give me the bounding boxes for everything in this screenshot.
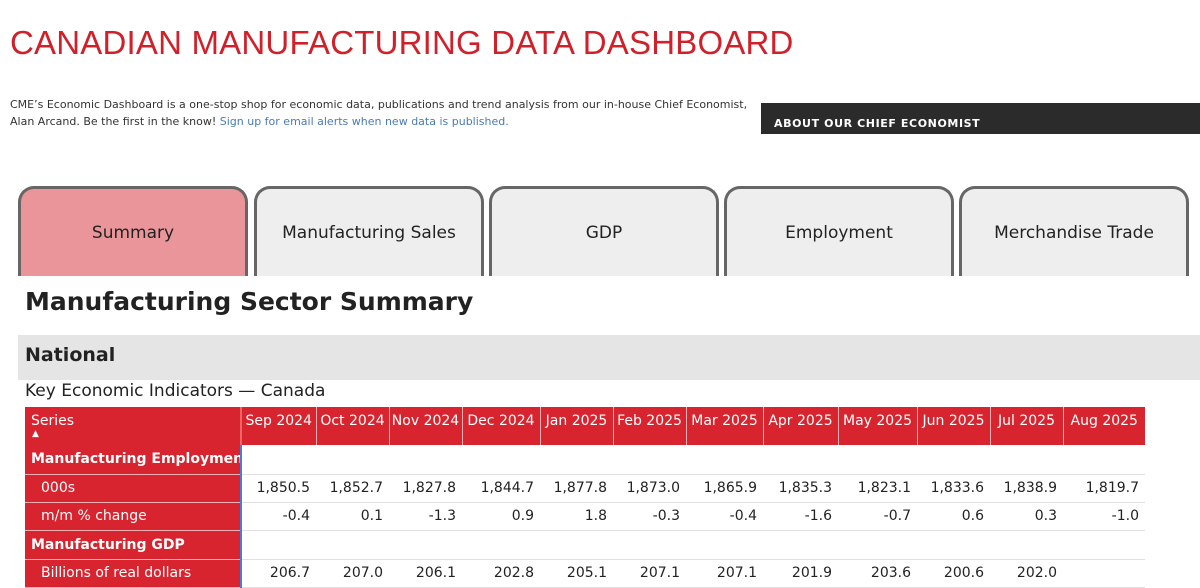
month-column-header[interactable]: Dec 2024 (462, 407, 541, 445)
series-label: m/m % change (25, 502, 242, 531)
table-caption: Key Economic Indicators — Canada (25, 381, 326, 401)
intro-text: CME’s Economic Dashboard is a one-stop s… (10, 96, 750, 130)
table-cell: 1,819.7 (1063, 474, 1145, 503)
region-header: National (18, 335, 1200, 380)
table-cell: 1,827.8 (389, 474, 462, 503)
month-column-header[interactable]: May 2025 (838, 407, 918, 445)
table-row: 000s 1,850.5 1,852.7 1,827.8 1,844.7 1,877.8 1… (25, 474, 1145, 503)
month-column-header[interactable]: Jun 2025 (917, 407, 991, 445)
group-label: Manufacturing Employment (25, 445, 242, 475)
month-column-header[interactable]: Sep 2024 (241, 407, 317, 445)
table-cell: 0.9 (462, 502, 540, 531)
table-header-row: Series ▲ Sep 2024 Oct 2024 Nov 2024 Dec 202… (25, 407, 1145, 445)
table-cell: 203.6 (838, 559, 917, 588)
tab-employment[interactable]: Employment (724, 186, 954, 276)
table-cell: -1.0 (1063, 502, 1145, 531)
table-cell: 1.8 (540, 502, 613, 531)
table-cell: -0.3 (613, 502, 686, 531)
table-cell (1063, 559, 1145, 588)
tab-summary[interactable]: Summary (18, 186, 248, 276)
group-label: Manufacturing GDP (25, 530, 242, 560)
table-cell: 206.1 (389, 559, 462, 588)
table-cell: 1,835.3 (763, 474, 838, 503)
sort-ascending-icon[interactable]: ▲ (32, 429, 39, 439)
series-label: Billions of real dollars (25, 559, 242, 588)
tab-label: Manufacturing Sales (282, 222, 456, 243)
table-cell: 202.0 (990, 559, 1063, 588)
table-cell: 1,823.1 (838, 474, 917, 503)
table-cell: -0.4 (686, 502, 763, 531)
table-group-row: Manufacturing GDP (25, 530, 1145, 560)
intro-body: CME’s Economic Dashboard is a one-stop s… (10, 98, 748, 128)
month-column-header[interactable]: Aug 2025 (1063, 407, 1145, 445)
tab-label: Summary (91, 222, 175, 243)
tab-label: Employment (785, 222, 893, 243)
tab-label: GDP (585, 222, 623, 243)
table-group-row: Manufacturing Employment (25, 445, 1145, 475)
month-column-header[interactable]: Apr 2025 (763, 407, 839, 445)
page-title: CANADIAN MANUFACTURING DATA DASHBOARD (10, 24, 794, 61)
section-title: Manufacturing Sector Summary (25, 287, 474, 316)
tab-gdp[interactable]: GDP (489, 186, 719, 276)
table-cell: -0.7 (838, 502, 917, 531)
tab-merchandise-trade[interactable]: Merchandise Trade (959, 186, 1189, 276)
table-cell: 0.1 (316, 502, 389, 531)
series-column-header[interactable]: Series ▲ (25, 407, 242, 445)
table-cell: 207.1 (613, 559, 686, 588)
table-cell: 207.0 (316, 559, 389, 588)
region-label: National (25, 344, 116, 366)
table-cell: 1,852.7 (316, 474, 389, 503)
table-cell: 201.9 (763, 559, 838, 588)
table-cell: 1,873.0 (613, 474, 686, 503)
group-spacer (241, 445, 1145, 475)
month-column-header[interactable]: Oct 2024 (316, 407, 390, 445)
group-spacer (241, 530, 1145, 560)
table-cell: 1,838.9 (990, 474, 1063, 503)
email-alerts-signup-link[interactable]: Sign up for email alerts when new data i… (219, 115, 509, 128)
table-cell: 1,833.6 (917, 474, 990, 503)
month-column-header[interactable]: Feb 2025 (613, 407, 687, 445)
table-cell: 200.6 (917, 559, 990, 588)
tab-manufacturing-sales[interactable]: Manufacturing Sales (254, 186, 484, 276)
table-cell: -0.4 (241, 502, 316, 531)
series-label: 000s (25, 474, 242, 503)
month-column-header[interactable]: Jan 2025 (540, 407, 614, 445)
table-cell: 1,850.5 (241, 474, 316, 503)
table-cell: 1,877.8 (540, 474, 613, 503)
month-column-header[interactable]: Nov 2024 (389, 407, 463, 445)
table-cell: 1,865.9 (686, 474, 763, 503)
month-column-header[interactable]: Jul 2025 (990, 407, 1064, 445)
table-cell: 205.1 (540, 559, 613, 588)
table-cell: 207.1 (686, 559, 763, 588)
about-chief-economist-button[interactable]: ABOUT OUR CHIEF ECONOMIST (761, 103, 1200, 134)
series-header-label: Series (31, 413, 75, 429)
month-column-header[interactable]: Mar 2025 (686, 407, 764, 445)
table-cell: -1.6 (763, 502, 838, 531)
table-cell: 0.6 (917, 502, 990, 531)
tab-label: Merchandise Trade (994, 222, 1154, 243)
table-row: Billions of real dollars 206.7 207.0 206.1 2… (25, 559, 1145, 588)
table-cell: 206.7 (241, 559, 316, 588)
table-cell: 0.3 (990, 502, 1063, 531)
table-cell: 202.8 (462, 559, 540, 588)
table-cell: -1.3 (389, 502, 462, 531)
table-row: m/m % change -0.4 0.1 -1.3 0.9 1.8 -0.3 -0.4 -1.… (25, 502, 1145, 531)
table-cell: 1,844.7 (462, 474, 540, 503)
key-indicators-table: Series ▲ Sep 2024 Oct 2024 Nov 2024 Dec 202… (25, 407, 1145, 588)
